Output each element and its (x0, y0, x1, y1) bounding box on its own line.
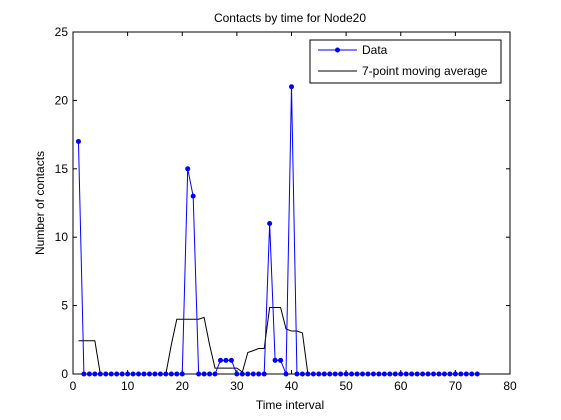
data-point (425, 371, 431, 377)
data-point (212, 371, 218, 377)
data-point (179, 371, 185, 377)
data-point (370, 371, 376, 377)
data-point (97, 371, 103, 377)
data-point (343, 371, 349, 377)
data-point (250, 371, 256, 377)
legend-box (309, 39, 502, 84)
y-tick-label: 0 (61, 367, 68, 381)
x-tick-label: 50 (339, 379, 353, 393)
data-point (267, 221, 273, 227)
data-point (305, 371, 311, 377)
data-point (234, 371, 240, 377)
data-point (228, 357, 234, 363)
data-point (349, 371, 355, 377)
x-axis-label: Time interval (256, 398, 324, 412)
data-point (447, 371, 453, 377)
x-tick-label: 80 (503, 379, 517, 393)
data-point (190, 193, 196, 199)
data-point (185, 166, 191, 172)
x-tick-label: 20 (176, 379, 190, 393)
data-point (256, 371, 262, 377)
data-point (403, 371, 409, 377)
data-point (130, 371, 136, 377)
data-point (245, 371, 251, 377)
data-point (283, 371, 289, 377)
data-point (441, 371, 447, 377)
data-point (75, 138, 81, 144)
data-point (261, 371, 267, 377)
y-tick-label: 25 (55, 25, 69, 39)
legend-data-label: Data (362, 43, 388, 57)
x-tick-label: 0 (70, 379, 77, 393)
data-point (452, 371, 458, 377)
y-tick-label: 15 (55, 162, 69, 176)
data-point (174, 371, 180, 377)
data-point (436, 371, 442, 377)
data-point (272, 357, 278, 363)
data-point (196, 371, 202, 377)
data-point (381, 371, 387, 377)
data-point (365, 371, 371, 377)
data-point (310, 371, 316, 377)
data-point (398, 371, 404, 377)
data-point (114, 371, 120, 377)
data-point (278, 357, 284, 363)
legend-data-marker (335, 47, 340, 53)
x-tick-label: 60 (394, 379, 408, 393)
data-point (469, 371, 475, 377)
data-point (316, 371, 322, 377)
data-point (392, 371, 398, 377)
data-point (239, 371, 245, 377)
data-point (327, 371, 333, 377)
data-point (409, 371, 415, 377)
data-point (86, 371, 92, 377)
data-point (360, 371, 366, 377)
data-point (299, 371, 305, 377)
data-point (152, 371, 158, 377)
data-point (332, 371, 338, 377)
data-point (146, 371, 152, 377)
y-tick-label: 10 (55, 230, 69, 244)
data-point (289, 84, 294, 90)
data-point (141, 371, 147, 377)
x-tick-label: 10 (121, 379, 135, 393)
data-point (463, 371, 469, 377)
data-point (321, 371, 327, 377)
chart-title: Contacts by time for Node20 (214, 11, 366, 25)
legend: Data 7-point moving average (309, 39, 502, 84)
data-point (458, 371, 464, 377)
data-point (81, 371, 87, 377)
y-axis-label: Number of contacts (33, 151, 47, 255)
data-point (207, 371, 213, 377)
data-point (294, 371, 300, 377)
data-point (338, 371, 344, 377)
x-tick-label: 40 (285, 379, 299, 393)
data-point (387, 371, 393, 377)
data-point (157, 371, 163, 377)
data-point (201, 371, 207, 377)
y-tick-label: 5 (61, 299, 68, 313)
data-point (431, 371, 437, 377)
x-tick-label: 70 (449, 379, 463, 393)
data-point (168, 371, 174, 377)
data-point (103, 371, 109, 377)
data-point (136, 371, 142, 377)
data-point (420, 371, 426, 377)
x-tick-label: 30 (230, 379, 244, 393)
data-point (92, 371, 98, 377)
data-point (119, 371, 125, 377)
data-point (223, 357, 229, 363)
data-point (125, 371, 131, 377)
data-point (108, 371, 114, 377)
data-point (414, 371, 420, 377)
data-point (217, 357, 223, 363)
data-point (376, 371, 382, 377)
legend-average-label: 7-point moving average (362, 64, 488, 78)
data-point (474, 371, 480, 377)
data-point (163, 371, 169, 377)
y-tick-label: 20 (55, 93, 69, 107)
data-point (354, 371, 360, 377)
